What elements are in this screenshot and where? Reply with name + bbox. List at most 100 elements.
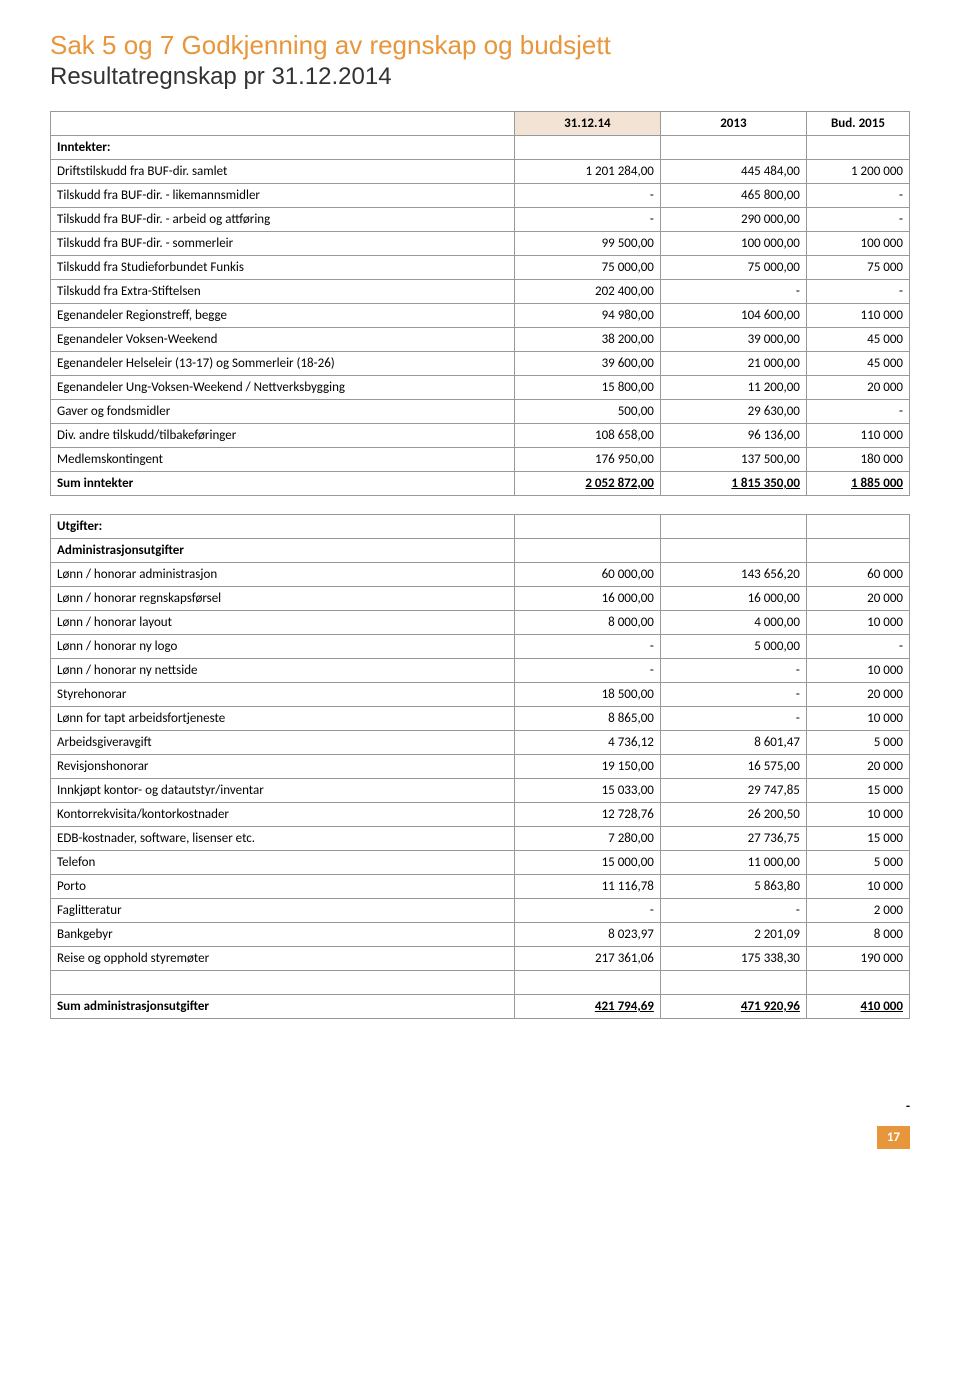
page-footer: - 17 xyxy=(50,1099,910,1149)
table-row: Lønn / honorar administrasjon60 000,0014… xyxy=(51,563,910,587)
cell-value: 8 023,97 xyxy=(514,923,660,947)
cell-value: 100 000,00 xyxy=(660,232,806,256)
cell-value: 45 000 xyxy=(806,328,909,352)
table-row: Gaver og fondsmidler500,0029 630,00- xyxy=(51,400,910,424)
row-label: Faglitteratur xyxy=(51,899,515,923)
cell-value: 11 200,00 xyxy=(660,376,806,400)
row-label: Lønn / honorar ny nettside xyxy=(51,659,515,683)
row-label: Egenandeler Regionstreff, begge xyxy=(51,304,515,328)
cell-value: 2 000 xyxy=(806,899,909,923)
cell-value: 10 000 xyxy=(806,803,909,827)
cell-value: 15 800,00 xyxy=(514,376,660,400)
cell-value: 8 000 xyxy=(806,923,909,947)
table-row: Medlemskontingent176 950,00137 500,00180… xyxy=(51,448,910,472)
cell-value: - xyxy=(806,184,909,208)
row-label: Tilskudd fra Extra-Stiftelsen xyxy=(51,280,515,304)
table-row: Styrehonorar18 500,00-20 000 xyxy=(51,683,910,707)
cell-value: 5 000 xyxy=(806,731,909,755)
cell-value: 96 136,00 xyxy=(660,424,806,448)
table-row: Reise og opphold styremøter217 361,06175… xyxy=(51,947,910,971)
cell-value: 10 000 xyxy=(806,875,909,899)
sum-row: Sum inntekter 2 052 872,00 1 815 350,00 … xyxy=(51,472,910,496)
table-row: Egenandeler Helseleir (13-17) og Sommerl… xyxy=(51,352,910,376)
cell-value: 10 000 xyxy=(806,611,909,635)
cell-value: 5 000,00 xyxy=(660,635,806,659)
row-label: Lønn / honorar ny logo xyxy=(51,635,515,659)
cell-value: 5 000 xyxy=(806,851,909,875)
cell-value: 16 000,00 xyxy=(514,587,660,611)
row-label: Tilskudd fra BUF-dir. - sommerleir xyxy=(51,232,515,256)
row-label: Bankgebyr xyxy=(51,923,515,947)
table-row: EDB-kostnader, software, lisenser etc.7 … xyxy=(51,827,910,851)
cell-value: 5 863,80 xyxy=(660,875,806,899)
row-label: Reise og opphold styremøter xyxy=(51,947,515,971)
cell-value: - xyxy=(514,208,660,232)
table-row: Telefon15 000,0011 000,005 000 xyxy=(51,851,910,875)
row-label: Kontorrekvisita/kontorkostnader xyxy=(51,803,515,827)
cell-value: 99 500,00 xyxy=(514,232,660,256)
row-label: Egenandeler Helseleir (13-17) og Sommerl… xyxy=(51,352,515,376)
row-label: Revisjonshonorar xyxy=(51,755,515,779)
cell-value: 18 500,00 xyxy=(514,683,660,707)
row-label: Tilskudd fra BUF-dir. - arbeid og attfør… xyxy=(51,208,515,232)
subheader-row: Administrasjonsutgifter xyxy=(51,539,910,563)
table-row: Lønn / honorar layout8 000,004 000,0010 … xyxy=(51,611,910,635)
cell-value: 217 361,06 xyxy=(514,947,660,971)
row-label: Gaver og fondsmidler xyxy=(51,400,515,424)
cell-value: 180 000 xyxy=(806,448,909,472)
cell-value: 20 000 xyxy=(806,587,909,611)
cell-value: - xyxy=(660,659,806,683)
cell-value: - xyxy=(806,400,909,424)
cell-value: 75 000,00 xyxy=(660,256,806,280)
cell-value: 75 000 xyxy=(806,256,909,280)
cell-value: 94 980,00 xyxy=(514,304,660,328)
row-label: Lønn / honorar layout xyxy=(51,611,515,635)
cell-value: 29 747,85 xyxy=(660,779,806,803)
cell-value: 500,00 xyxy=(514,400,660,424)
table-row: Tilskudd fra BUF-dir. - likemannsmidler-… xyxy=(51,184,910,208)
cell-value: 11 000,00 xyxy=(660,851,806,875)
section-row: Utgifter: xyxy=(51,515,910,539)
sum-row: Sum administrasjonsutgifter 421 794,69 4… xyxy=(51,995,910,1019)
cell-value: 16 575,00 xyxy=(660,755,806,779)
blank-row xyxy=(51,971,910,995)
cell-value: 190 000 xyxy=(806,947,909,971)
cell-value: 143 656,20 xyxy=(660,563,806,587)
row-label: Lønn for tapt arbeidsfortjeneste xyxy=(51,707,515,731)
cell-value: 15 000 xyxy=(806,827,909,851)
table-row: Tilskudd fra BUF-dir. - arbeid og attfør… xyxy=(51,208,910,232)
cell-value: 8 601,47 xyxy=(660,731,806,755)
cell-value: 16 000,00 xyxy=(660,587,806,611)
cell-value: 1 201 284,00 xyxy=(514,160,660,184)
cell-value: 175 338,30 xyxy=(660,947,806,971)
cell-value: 21 000,00 xyxy=(660,352,806,376)
table-row: Lønn / honorar ny logo-5 000,00- xyxy=(51,635,910,659)
table-row: Arbeidsgiveravgift4 736,128 601,475 000 xyxy=(51,731,910,755)
cell-value: 176 950,00 xyxy=(514,448,660,472)
table-row: Lønn for tapt arbeidsfortjeneste8 865,00… xyxy=(51,707,910,731)
row-label: Medlemskontingent xyxy=(51,448,515,472)
cell-value: 104 600,00 xyxy=(660,304,806,328)
cell-value: 445 484,00 xyxy=(660,160,806,184)
row-label: EDB-kostnader, software, lisenser etc. xyxy=(51,827,515,851)
row-label: Egenandeler Voksen-Weekend xyxy=(51,328,515,352)
table-row: Div. andre tilskudd/tilbakeføringer108 6… xyxy=(51,424,910,448)
table-row: Lønn / honorar ny nettside--10 000 xyxy=(51,659,910,683)
cell-value: 110 000 xyxy=(806,424,909,448)
cell-value: - xyxy=(660,280,806,304)
cell-value: 100 000 xyxy=(806,232,909,256)
cell-value: 20 000 xyxy=(806,376,909,400)
table-header-row: 31.12.14 2013 Bud. 2015 xyxy=(51,112,910,136)
page-title: Sak 5 og 7 Godkjenning av regnskap og bu… xyxy=(50,30,910,61)
cell-value: - xyxy=(514,635,660,659)
cell-value: 1 200 000 xyxy=(806,160,909,184)
row-label: Lønn / honorar administrasjon xyxy=(51,563,515,587)
cell-value: 39 600,00 xyxy=(514,352,660,376)
cell-value: 8 865,00 xyxy=(514,707,660,731)
col-header-year: 2013 xyxy=(660,112,806,136)
cell-value: 4 736,12 xyxy=(514,731,660,755)
cell-value: 10 000 xyxy=(806,707,909,731)
cell-value: - xyxy=(514,899,660,923)
row-label: Tilskudd fra Studieforbundet Funkis xyxy=(51,256,515,280)
cell-value: 137 500,00 xyxy=(660,448,806,472)
